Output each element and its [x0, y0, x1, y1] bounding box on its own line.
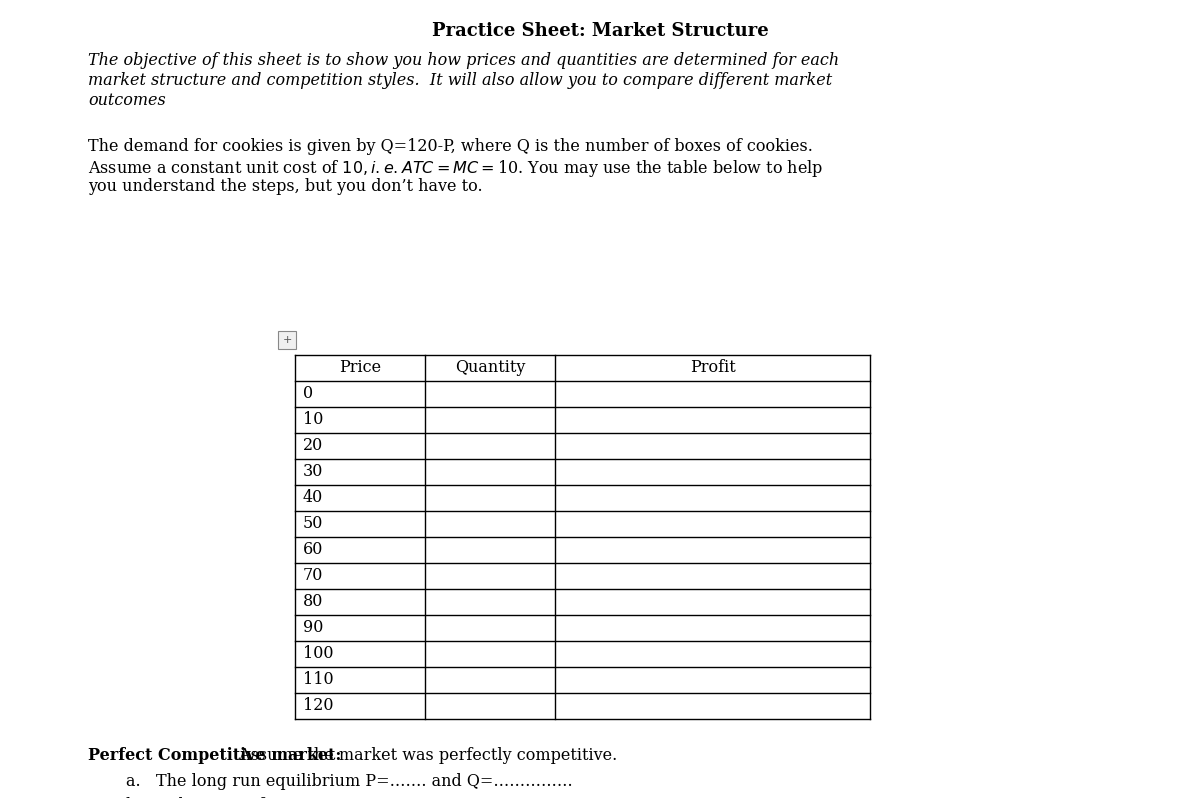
Text: 80: 80: [302, 594, 323, 610]
Text: 10: 10: [302, 412, 323, 429]
Text: Practice Sheet: Market Structure: Practice Sheet: Market Structure: [432, 22, 768, 40]
Text: Assume the market was perfectly competitive.: Assume the market was perfectly competit…: [234, 747, 617, 764]
Text: 0: 0: [302, 385, 313, 402]
Text: market structure and competition styles.  It will also allow you to compare diff: market structure and competition styles.…: [88, 72, 832, 89]
Text: outcomes: outcomes: [88, 92, 166, 109]
Text: +: +: [282, 335, 292, 345]
Bar: [278, 331, 296, 349]
Text: 60: 60: [302, 542, 323, 559]
Text: 100: 100: [302, 646, 334, 662]
Text: 40: 40: [302, 489, 323, 507]
Text: b.   Industry profit=……………: b. Industry profit=……………: [126, 797, 368, 798]
Text: 20: 20: [302, 437, 323, 455]
Text: 30: 30: [302, 464, 323, 480]
Text: Price: Price: [338, 360, 382, 377]
Text: you understand the steps, but you don’t have to.: you understand the steps, but you don’t …: [88, 178, 482, 195]
Text: 110: 110: [302, 671, 334, 689]
Text: Profit: Profit: [690, 360, 736, 377]
Text: 50: 50: [302, 516, 323, 532]
Text: Assume a constant unit cost of $10, i.e. ATC=MC=$10. You may use the table below: Assume a constant unit cost of $10, i.e.…: [88, 158, 823, 179]
Text: 70: 70: [302, 567, 323, 584]
Text: 90: 90: [302, 619, 323, 637]
Text: Perfect Competitive market:: Perfect Competitive market:: [88, 747, 341, 764]
Text: a.   The long run equilibrium P=……. and Q=……………: a. The long run equilibrium P=……. and Q=…: [126, 773, 572, 790]
Text: Quantity: Quantity: [455, 360, 526, 377]
Text: The demand for cookies is given by Q=120-P, where Q is the number of boxes of co: The demand for cookies is given by Q=120…: [88, 138, 812, 155]
Text: 120: 120: [302, 697, 334, 714]
Text: The objective of this sheet is to show you how prices and quantities are determi: The objective of this sheet is to show y…: [88, 52, 839, 69]
